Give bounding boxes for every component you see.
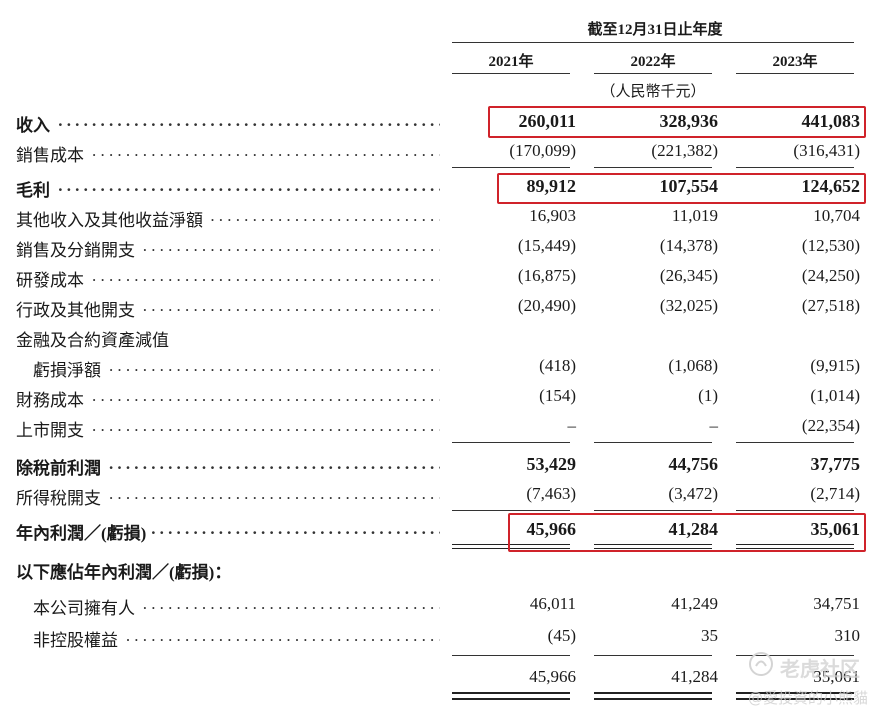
row-value: 124,652 [801,176,861,196]
row-value: (32,025) [659,296,718,315]
row-label-other-income: 其他收入及其他收益淨額.............................… [16,206,440,230]
row-label-impairment-net-loss: 虧損淨額....................................… [16,356,440,380]
year-header-2022: 2022年 [630,54,676,70]
row-value: (1,068) [668,356,718,375]
row-value: 11,019 [671,206,718,225]
row-value: (154) [539,386,576,405]
row-value: (2,714) [810,484,860,503]
row-label-cost-of-sales: 銷售成本....................................… [16,141,440,165]
row-value: 35 [701,626,718,645]
total-double-rule [736,544,854,549]
row-label-listing-expenses: 上市開支....................................… [16,416,440,440]
row-value: (16,875) [517,266,576,285]
subtotal-rule [452,167,570,168]
highlight-box-revenue [488,106,866,138]
row-value: (1,014) [810,386,860,405]
row-value: 34,751 [813,594,860,613]
row-value: 16,903 [529,206,576,225]
subtotal-rule [594,442,712,443]
row-label-gross-profit: 毛利......................................… [16,176,440,200]
subtotal-rule [736,510,854,511]
row-value: (12,530) [801,236,860,255]
row-label-selling-expenses: 銷售及分銷開支.................................… [16,236,440,260]
year-rule-2023 [736,73,854,74]
watermark-text: 老虎社区 [780,657,860,681]
row-label-profit-before-tax: 除稅前利潤...................................… [16,454,440,478]
subtotal-rule [594,510,712,511]
subtotal-rule [594,167,712,168]
row-value: (24,250) [801,266,860,285]
row-value: (221,382) [651,141,718,160]
row-value: 328,936 [659,111,719,131]
row-value: 44,756 [668,454,719,474]
row-value: (418) [539,356,576,375]
row-value: (45) [547,626,576,645]
header-rule [452,42,854,43]
row-label-attributable-heading: 以下應佔年內利潤／(虧損)： [16,563,232,582]
row-value: (14,378) [659,236,718,255]
subtotal-rule [452,510,570,511]
row-value: (20,490) [517,296,576,315]
highlight-box-gross-profit [497,173,866,204]
year-rule-2021 [452,73,570,74]
row-value: (7,463) [526,484,576,503]
row-value: (316,431) [793,141,860,160]
row-label-finance-costs: 財務成本....................................… [16,386,440,410]
subtotal-rule [736,442,854,443]
row-value: 37,775 [810,454,861,474]
row-value: (27,518) [801,296,860,315]
row-label-admin-expenses: 行政及其他開支.................................… [16,296,440,320]
year-rule-2022 [594,73,712,74]
row-value: 35,061 [810,519,861,539]
row-label-profit-for-year: 年內利潤／(虧損)...............................… [16,519,440,543]
subtotal-rule [736,167,854,168]
row-label-rd-costs: 研發成本....................................… [16,266,440,290]
row-value: (9,915) [810,356,860,375]
row-value: (3,472) [668,484,718,503]
watermark-logo-icon [748,651,788,691]
row-value: 441,083 [801,111,861,131]
row-value: 41,249 [671,594,718,613]
subtotal-rule [452,655,570,656]
row-value: 35,061 [813,667,860,686]
grand-total-double-rule [594,692,712,700]
row-value: 53,429 [526,454,577,474]
row-value: 45,966 [526,519,577,539]
row-value: – [567,416,577,435]
row-label-income-tax: 所得稅開支...................................… [16,484,440,508]
row-label-non-controlling: 非控股權益...................................… [16,626,440,650]
row-value: 310 [834,626,861,645]
subtotal-rule [736,655,854,656]
row-value: – [709,416,719,435]
period-header: 截至12月31日止年度 [587,22,723,38]
row-value: 41,284 [671,667,718,686]
unit-label: （人民幣千元） [600,84,706,100]
row-value: (22,354) [801,416,860,435]
row-value: (1) [698,386,718,405]
watermark-author: @愛投資的小熊貓 [748,689,869,707]
grand-total-double-rule [736,692,854,700]
row-value: 10,704 [813,206,860,225]
year-header-2021: 2021年 [488,54,534,70]
row-label-impairment-heading: 金融及合約資產減值 [16,331,169,350]
row-value: (170,099) [509,141,576,160]
row-value: 89,912 [526,176,577,196]
subtotal-rule [594,655,712,656]
subtotal-rule [452,442,570,443]
row-value: 107,554 [659,176,719,196]
total-double-rule [594,544,712,549]
row-value: 46,011 [529,594,576,613]
row-value: (15,449) [517,236,576,255]
highlight-box-profit-for-year [508,513,866,552]
row-label-owners: 本公司擁有人..................................… [16,594,440,619]
row-value: (26,345) [659,266,718,285]
row-value: 260,011 [518,111,576,131]
row-value: 45,966 [529,667,576,686]
row-label-revenue: 收入......................................… [16,111,440,135]
year-header-2023: 2023年 [772,54,818,70]
grand-total-double-rule [452,692,570,700]
total-double-rule [452,544,570,549]
row-value: 41,284 [668,519,719,539]
